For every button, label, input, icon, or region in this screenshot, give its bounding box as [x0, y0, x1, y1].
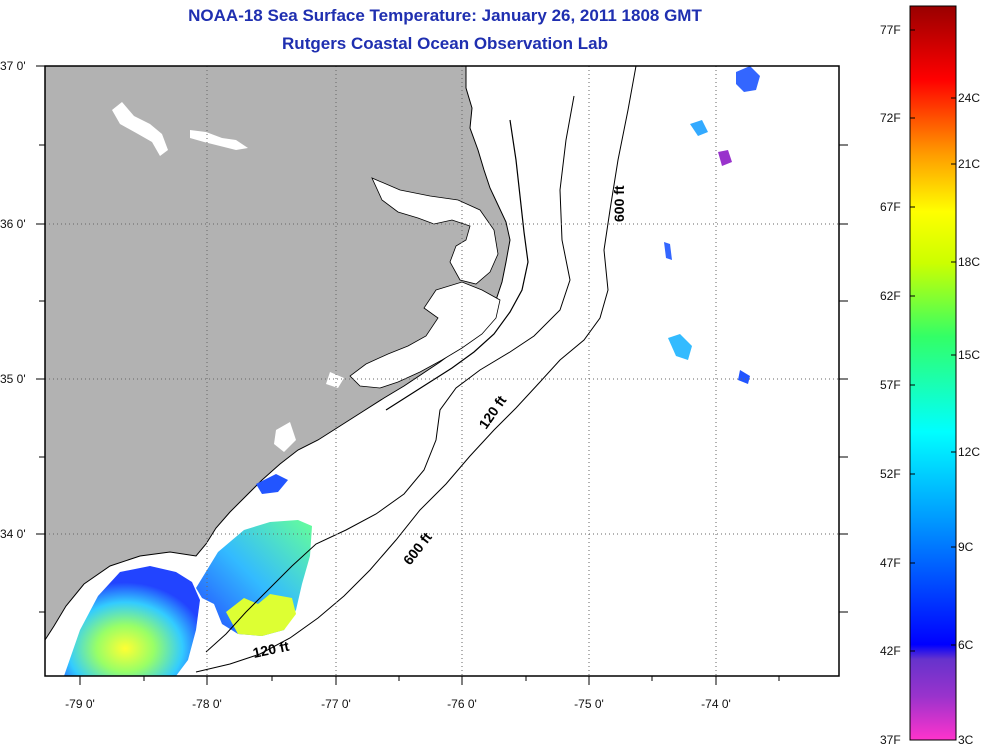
- lat-label-35: 35 0': [0, 372, 26, 386]
- axis-ticks: [36, 65, 848, 685]
- sst-patch-nearshore: [256, 474, 288, 494]
- colorbar-c-6: 6C: [958, 638, 974, 652]
- cape-fear-river: [274, 422, 296, 452]
- colorbar-c-12: 12C: [958, 445, 981, 459]
- sst-patch-yellow: [226, 594, 296, 636]
- lat-label-36: 36 0': [0, 217, 26, 231]
- lon-label-76: -76 0': [447, 697, 477, 711]
- colorbar-c-18: 18C: [958, 255, 981, 269]
- lat-label-37: 37 0': [0, 59, 26, 73]
- albemarle-sound: [371, 177, 499, 285]
- sst-patch-northeast-3: [718, 150, 732, 166]
- colorbar-c-9: 9C: [958, 540, 974, 554]
- lon-label-77: -77 0': [321, 697, 351, 711]
- sst-patch-east-3: [738, 370, 750, 384]
- colorbar-f-77: 77F: [880, 23, 901, 37]
- sst-patch-east-2: [664, 242, 672, 260]
- colorbar-f-37: 37F: [880, 733, 901, 747]
- colorbar-f-72: 72F: [880, 111, 901, 125]
- colorbar-c-15: 15C: [958, 348, 981, 362]
- isobath-600ft: [195, 66, 637, 673]
- colorbar-c-24: 24C: [958, 91, 981, 105]
- lon-label-78: -78 0': [192, 697, 222, 711]
- colorbar-f-52: 52F: [880, 467, 901, 481]
- outer-banks: [385, 119, 529, 411]
- plot-frame: [44, 65, 840, 677]
- isobath-label-120-south: 120 ft: [251, 638, 290, 661]
- colorbar-f-42: 42F: [880, 644, 901, 658]
- sst-patch-northeast-2: [690, 120, 708, 136]
- colorbar-f-47: 47F: [880, 556, 901, 570]
- map-subtitle: Rutgers Coastal Ocean Observation Lab: [282, 34, 608, 53]
- isobath-120ft: [205, 95, 575, 653]
- sst-patch-northeast-1: [736, 66, 760, 92]
- map-title: NOAA-18 Sea Surface Temperature: January…: [188, 6, 702, 25]
- colorbar-ticks: [910, 29, 956, 652]
- lon-label-75: -75 0': [574, 697, 604, 711]
- sst-patch-southwest: [64, 566, 200, 676]
- lon-label-79: -79 0': [65, 697, 95, 711]
- inland-river-1: [112, 102, 168, 156]
- colorbar: [909, 5, 957, 741]
- lon-label-74: -74 0': [701, 697, 731, 711]
- inland-river-3: [326, 372, 344, 388]
- colorbar-f-62: 62F: [880, 289, 901, 303]
- colorbar-c-3: 3C: [958, 733, 974, 747]
- land-mass: [45, 66, 511, 641]
- grid-lines: [45, 66, 839, 676]
- sst-patch-east-1: [668, 334, 692, 360]
- pamlico-sound: [349, 281, 501, 389]
- isobath-label-600-north: 600 ft: [611, 185, 627, 222]
- inland-river-2: [190, 130, 248, 150]
- colorbar-c-21: 21C: [958, 157, 981, 171]
- colorbar-f-67: 67F: [880, 200, 901, 214]
- colorbar-f-57: 57F: [880, 378, 901, 392]
- lat-label-34: 34 0': [0, 527, 26, 541]
